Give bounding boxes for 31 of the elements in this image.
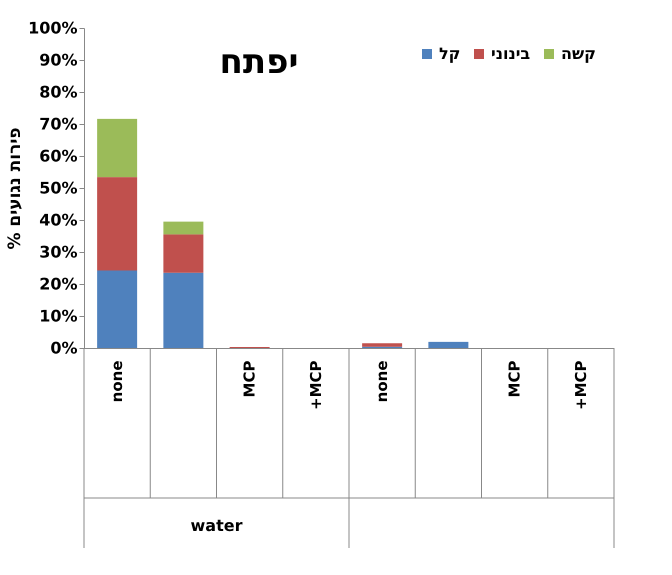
x-tick-label: none [373, 360, 392, 402]
bar [97, 270, 138, 348]
bar [163, 234, 204, 273]
chart-title: יפתח [220, 42, 298, 82]
y-tick-label: 70% [39, 114, 78, 134]
legend-label: בינוני [491, 44, 530, 63]
y-tick-label: 100% [28, 18, 78, 38]
y-tick-label: 80% [39, 82, 78, 102]
legend-label: קל [439, 44, 460, 63]
y-tick-label: 50% [39, 178, 78, 198]
x-tick-label: +MCP [306, 360, 325, 410]
y-tick-label: 60% [39, 146, 78, 166]
bar [97, 177, 138, 271]
text: water [190, 516, 243, 535]
x-tick-label: MCP [506, 360, 524, 398]
x-tick-label: +MCP [572, 360, 590, 410]
y-tick-label: 30% [39, 242, 78, 262]
y-tick-label: 90% [39, 50, 78, 70]
y-tick-label: 20% [39, 274, 78, 294]
y-tick-label: 0% [50, 338, 78, 358]
x-tick-label: none [108, 360, 126, 402]
legend-label: קשה [561, 44, 596, 63]
bar [97, 118, 138, 178]
y-axis-title: % פירות נגועים [5, 127, 26, 250]
bar [163, 222, 204, 234]
bar [362, 343, 402, 347]
bar [428, 342, 468, 348]
y-tick-label: 40% [39, 210, 78, 230]
y-tick-label: 10% [39, 306, 78, 326]
x-tick-label: MCP [240, 360, 259, 398]
bar [163, 272, 204, 348]
